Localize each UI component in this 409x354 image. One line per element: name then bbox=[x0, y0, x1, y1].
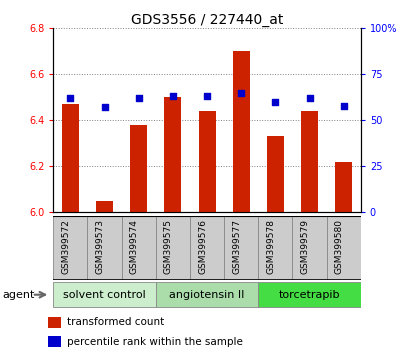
Bar bbox=[326, 216, 360, 280]
Text: GSM399579: GSM399579 bbox=[300, 219, 309, 274]
Point bbox=[169, 93, 176, 99]
Bar bbox=[155, 216, 189, 280]
Text: angiotensin II: angiotensin II bbox=[169, 290, 244, 300]
Bar bbox=[62, 104, 79, 212]
Bar bbox=[164, 97, 181, 212]
Text: agent: agent bbox=[2, 290, 34, 300]
Text: GSM399572: GSM399572 bbox=[61, 219, 70, 274]
Bar bbox=[232, 51, 249, 212]
Text: GSM399576: GSM399576 bbox=[198, 219, 207, 274]
Text: transformed count: transformed count bbox=[67, 318, 164, 327]
Title: GDS3556 / 227440_at: GDS3556 / 227440_at bbox=[130, 13, 283, 27]
Bar bbox=[48, 316, 61, 328]
Text: GSM399573: GSM399573 bbox=[95, 219, 104, 274]
Text: percentile rank within the sample: percentile rank within the sample bbox=[67, 337, 243, 347]
Point bbox=[203, 93, 210, 99]
Bar bbox=[300, 111, 317, 212]
Text: torcetrapib: torcetrapib bbox=[278, 290, 339, 300]
Point bbox=[272, 99, 278, 105]
Point bbox=[237, 90, 244, 96]
Bar bbox=[155, 282, 258, 307]
Bar bbox=[121, 216, 155, 280]
Point bbox=[101, 105, 108, 110]
Bar bbox=[53, 216, 87, 280]
Bar bbox=[48, 336, 61, 347]
Bar bbox=[130, 125, 147, 212]
Bar bbox=[189, 216, 224, 280]
Bar bbox=[266, 137, 283, 212]
Bar bbox=[87, 216, 121, 280]
Text: GSM399574: GSM399574 bbox=[129, 219, 138, 274]
Bar bbox=[198, 111, 215, 212]
Text: GSM399580: GSM399580 bbox=[334, 219, 343, 274]
Bar bbox=[53, 282, 155, 307]
Bar bbox=[224, 216, 258, 280]
Text: solvent control: solvent control bbox=[63, 290, 146, 300]
Bar bbox=[96, 201, 113, 212]
Point bbox=[67, 96, 74, 101]
Text: GSM399575: GSM399575 bbox=[164, 219, 173, 274]
Text: GSM399578: GSM399578 bbox=[266, 219, 275, 274]
Text: GSM399577: GSM399577 bbox=[231, 219, 240, 274]
Bar bbox=[258, 216, 292, 280]
Point bbox=[306, 96, 312, 101]
Point bbox=[339, 103, 346, 108]
Bar bbox=[292, 216, 326, 280]
Bar bbox=[334, 162, 351, 212]
Bar bbox=[258, 282, 360, 307]
Point bbox=[135, 96, 142, 101]
